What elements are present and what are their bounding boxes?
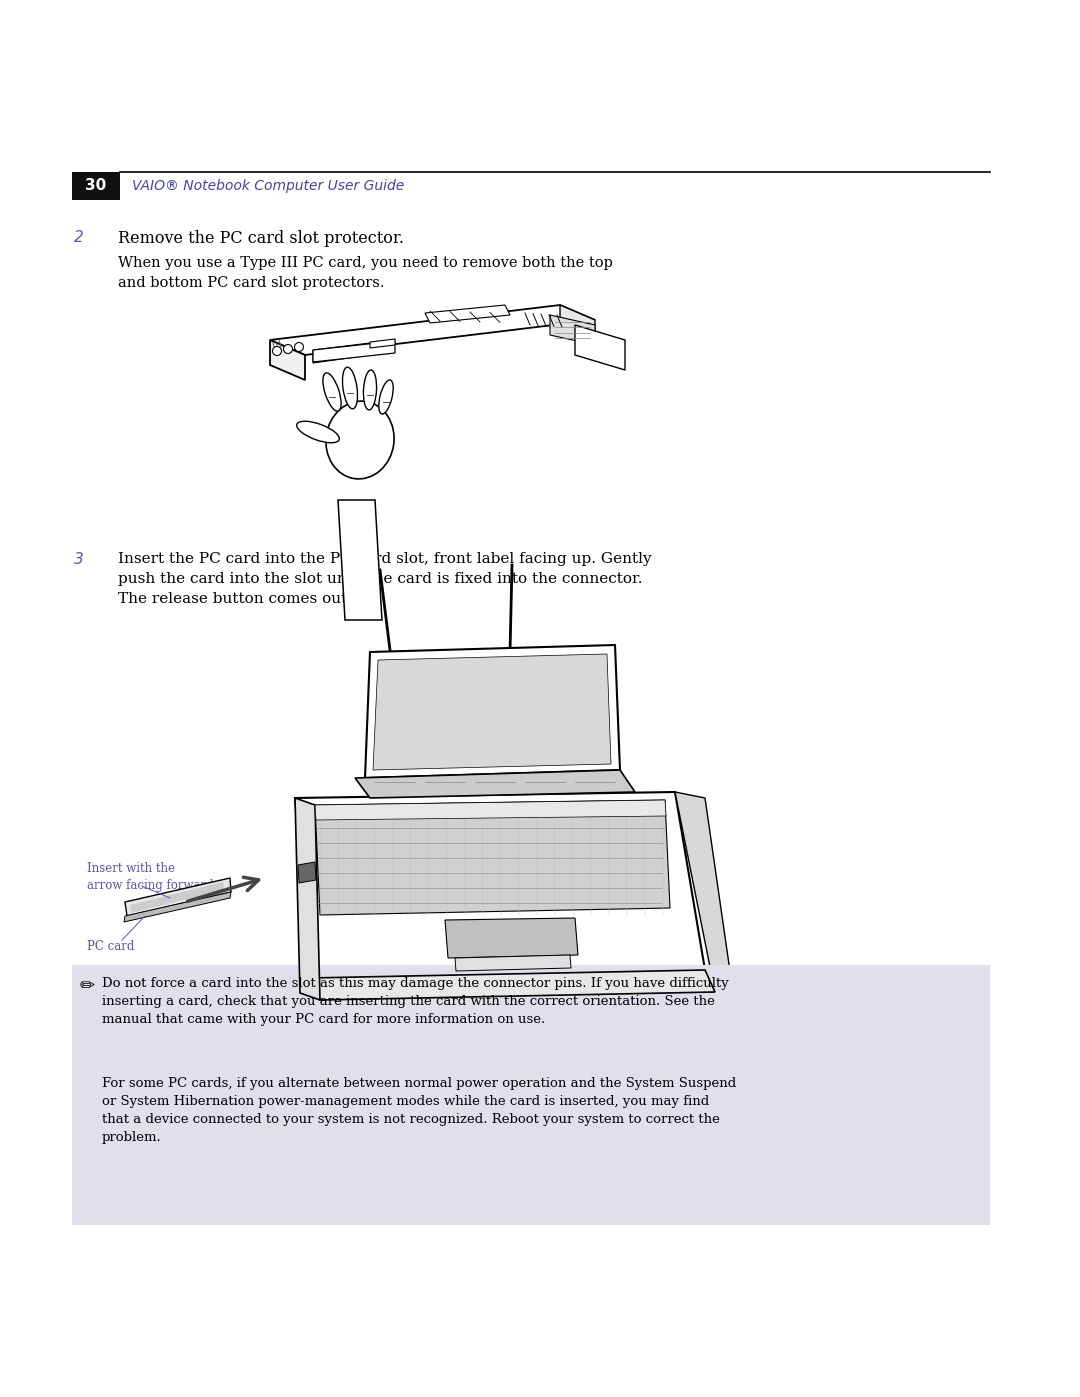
- Text: ✏: ✏: [80, 977, 95, 995]
- Polygon shape: [365, 645, 620, 778]
- Ellipse shape: [297, 422, 339, 443]
- Text: Insert the PC card into the PC card slot, front label facing up. Gently
push the: Insert the PC card into the PC card slot…: [118, 552, 651, 606]
- Polygon shape: [445, 918, 578, 958]
- Ellipse shape: [379, 380, 393, 414]
- Polygon shape: [295, 798, 320, 1000]
- Polygon shape: [270, 339, 305, 380]
- Text: When you use a Type III PC card, you need to remove both the top
and bottom PC c: When you use a Type III PC card, you nee…: [118, 256, 612, 291]
- Polygon shape: [270, 305, 595, 355]
- Text: 2: 2: [75, 231, 84, 244]
- Text: PC card: PC card: [87, 940, 134, 953]
- Polygon shape: [124, 893, 231, 922]
- Bar: [72, 965, 990, 1225]
- Bar: [72, 172, 120, 200]
- Polygon shape: [315, 800, 666, 820]
- Ellipse shape: [364, 370, 377, 409]
- Polygon shape: [130, 882, 224, 914]
- Polygon shape: [575, 326, 625, 370]
- Polygon shape: [561, 305, 595, 345]
- Circle shape: [272, 346, 282, 355]
- Text: Insert with the
arrow facing forward: Insert with the arrow facing forward: [87, 862, 214, 893]
- Polygon shape: [313, 344, 370, 363]
- Polygon shape: [370, 339, 395, 348]
- Text: Remove the PC card slot protector.: Remove the PC card slot protector.: [118, 231, 404, 247]
- Ellipse shape: [326, 401, 394, 479]
- Polygon shape: [373, 654, 611, 770]
- Ellipse shape: [342, 367, 357, 409]
- Polygon shape: [426, 305, 510, 323]
- Polygon shape: [455, 956, 571, 971]
- Polygon shape: [315, 800, 670, 915]
- Polygon shape: [313, 341, 395, 362]
- Polygon shape: [295, 792, 705, 978]
- Polygon shape: [355, 770, 635, 798]
- Text: Do not force a card into the slot as this may damage the connector pins. If you : Do not force a card into the slot as thi…: [102, 977, 729, 1025]
- Ellipse shape: [323, 373, 341, 411]
- Polygon shape: [298, 862, 316, 883]
- Polygon shape: [550, 314, 595, 345]
- Circle shape: [295, 342, 303, 352]
- Polygon shape: [705, 970, 733, 992]
- Text: VAIO® Notebook Computer User Guide: VAIO® Notebook Computer User Guide: [132, 179, 404, 193]
- Text: For some PC cards, if you alternate between normal power operation and the Syste: For some PC cards, if you alternate betw…: [102, 1077, 737, 1144]
- Polygon shape: [310, 970, 715, 1000]
- Polygon shape: [125, 877, 231, 916]
- Polygon shape: [338, 500, 382, 620]
- Text: 3: 3: [75, 552, 84, 567]
- Circle shape: [283, 345, 293, 353]
- Text: 30: 30: [85, 179, 107, 194]
- Polygon shape: [675, 792, 733, 992]
